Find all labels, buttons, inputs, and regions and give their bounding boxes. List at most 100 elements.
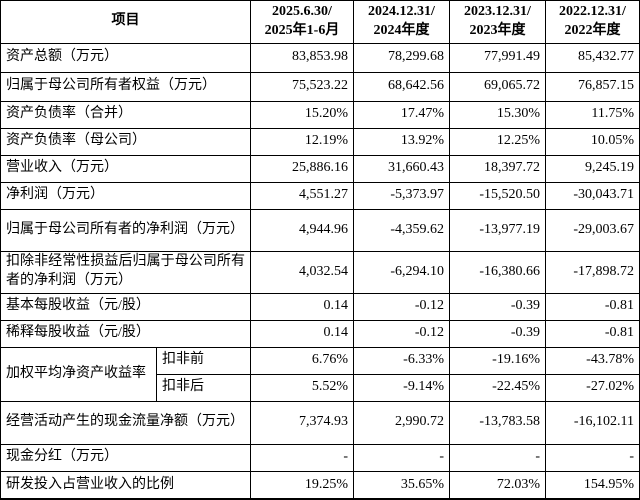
- period-3-line2: 2023年度: [469, 22, 526, 38]
- cell-value: 5.52%: [250, 373, 354, 402]
- cell-value: -9.14%: [353, 373, 450, 402]
- row-label: 资产负债率（母公司）: [0, 127, 251, 156]
- column-header-period-3: 2023.12.31/ 2023年度: [449, 0, 546, 44]
- table-row-operating-cash-flow: 经营活动产生的现金流量净额（万元） 7,374.93 2,990.72 -13,…: [0, 400, 640, 445]
- row-sublabel: 扣非前: [156, 346, 251, 375]
- cell-value: 15.30%: [449, 100, 546, 129]
- table-row-cash-dividend: 现金分红（万元） - - - -: [0, 443, 640, 472]
- row-label: 基本每股收益（元/股）: [0, 292, 251, 321]
- table-row-parent-equity: 归属于母公司所有者权益（万元） 75,523.22 68,642.56 69,0…: [0, 71, 640, 102]
- cell-value: 6.76%: [250, 346, 354, 375]
- row-label: 净利润（万元）: [0, 181, 251, 210]
- row-label: 研发投入占营业收入的比例: [0, 470, 251, 500]
- column-header-period-1: 2025.6.30/ 2025年1-6月: [250, 0, 354, 44]
- cell-value: -22.45%: [449, 373, 546, 402]
- table-row-revenue: 营业收入（万元） 25,886.16 31,660.43 18,397.72 9…: [0, 154, 640, 183]
- cell-value: -13,783.58: [449, 400, 546, 445]
- cell-value: 4,032.54: [250, 250, 354, 294]
- cell-value: 4,944.96: [250, 208, 354, 252]
- cell-value: 68,642.56: [353, 71, 450, 102]
- cell-value: 13.92%: [353, 127, 450, 156]
- period-3-line1: 2023.12.31/: [464, 4, 531, 19]
- cell-value: 25,886.16: [250, 154, 354, 183]
- cell-value: 31,660.43: [353, 154, 450, 183]
- column-header-period-4: 2022.12.31/ 2022年度: [545, 0, 640, 44]
- cell-value: -0.81: [545, 292, 640, 321]
- period-2-line1: 2024.12.31/: [368, 4, 435, 19]
- column-header-period-2: 2024.12.31/ 2024年度: [353, 0, 450, 44]
- cell-value: -: [250, 443, 354, 472]
- cell-value: 15.20%: [250, 100, 354, 129]
- cell-value: 154.95%: [545, 470, 640, 500]
- cell-value: -27.02%: [545, 373, 640, 402]
- table-row-rd-ratio: 研发投入占营业收入的比例 19.25% 35.65% 72.03% 154.95…: [0, 470, 640, 500]
- cell-value: 0.14: [250, 319, 354, 348]
- cell-value: 12.25%: [449, 127, 546, 156]
- period-4-line2: 2022年度: [564, 22, 621, 38]
- cell-value: 83,853.98: [250, 42, 354, 73]
- cell-value: 75,523.22: [250, 71, 354, 102]
- cell-value: 0.14: [250, 292, 354, 321]
- period-1-line2: 2025年1-6月: [264, 22, 340, 38]
- cell-value: -6.33%: [353, 346, 450, 375]
- row-label: 资产总额（万元）: [0, 42, 251, 73]
- cell-value: -13,977.19: [449, 208, 546, 252]
- header-row: 项目 2025.6.30/ 2025年1-6月 2024.12.31/ 2024…: [0, 0, 640, 44]
- table-row-net-profit-deducted: 扣除非经常性损益后归属于母公司所有者的净利润（万元） 4,032.54 -6,2…: [0, 250, 640, 294]
- cell-value: 2,990.72: [353, 400, 450, 445]
- period-1-line1: 2025.6.30/: [272, 4, 332, 19]
- cell-value: 85,432.77: [545, 42, 640, 73]
- cell-value: -16,380.66: [449, 250, 546, 294]
- cell-value: -15,520.50: [449, 181, 546, 210]
- cell-value: 10.05%: [545, 127, 640, 156]
- table-row-diluted-eps: 稀释每股收益（元/股） 0.14 -0.12 -0.39 -0.81: [0, 319, 640, 348]
- cell-value: -30,043.71: [545, 181, 640, 210]
- cell-value: 19.25%: [250, 470, 354, 500]
- row-label: 归属于母公司所有者的净利润（万元）: [0, 208, 251, 252]
- cell-value: -0.12: [353, 319, 450, 348]
- row-label: 资产负债率（合并）: [0, 100, 251, 129]
- row-label: 经营活动产生的现金流量净额（万元）: [0, 400, 251, 445]
- table-row-total-assets: 资产总额（万元） 83,853.98 78,299.68 77,991.49 8…: [0, 42, 640, 73]
- cell-value: 35.65%: [353, 470, 450, 500]
- cell-value: -16,102.11: [545, 400, 640, 445]
- cell-value: 76,857.15: [545, 71, 640, 102]
- cell-value: -19.16%: [449, 346, 546, 375]
- cell-value: -0.39: [449, 319, 546, 348]
- row-label-roe-group: 加权平均净资产收益率: [0, 346, 157, 402]
- cell-value: 78,299.68: [353, 42, 450, 73]
- cell-value: 7,374.93: [250, 400, 354, 445]
- cell-value: 11.75%: [545, 100, 640, 129]
- cell-value: 72.03%: [449, 470, 546, 500]
- row-sublabel: 扣非后: [156, 373, 251, 402]
- cell-value: -: [353, 443, 450, 472]
- table-row-roe-before-deduction: 加权平均净资产收益率 扣非前 6.76% -6.33% -19.16% -43.…: [0, 346, 640, 402]
- cell-value: 4,551.27: [250, 181, 354, 210]
- cell-value: -4,359.62: [353, 208, 450, 252]
- table-row-net-profit: 净利润（万元） 4,551.27 -5,373.97 -15,520.50 -3…: [0, 181, 640, 210]
- cell-value: 17.47%: [353, 100, 450, 129]
- cell-value: -17,898.72: [545, 250, 640, 294]
- row-label: 现金分红（万元）: [0, 443, 251, 472]
- cell-value: -0.12: [353, 292, 450, 321]
- cell-value: -: [545, 443, 640, 472]
- period-2-line2: 2024年度: [373, 22, 430, 38]
- cell-value: 69,065.72: [449, 71, 546, 102]
- table-row-basic-eps: 基本每股收益（元/股） 0.14 -0.12 -0.39 -0.81: [0, 292, 640, 321]
- cell-value: -43.78%: [545, 346, 640, 375]
- row-label: 营业收入（万元）: [0, 154, 251, 183]
- cell-value: -5,373.97: [353, 181, 450, 210]
- table-row-debt-ratio-parent: 资产负债率（母公司） 12.19% 13.92% 12.25% 10.05%: [0, 127, 640, 156]
- cell-value: 9,245.19: [545, 154, 640, 183]
- cell-value: -29,003.67: [545, 208, 640, 252]
- table-row-net-profit-parent: 归属于母公司所有者的净利润（万元） 4,944.96 -4,359.62 -13…: [0, 208, 640, 252]
- table-row-roe-after-deduction: 扣非后 5.52% -9.14% -22.45% -27.02%: [1, 373, 640, 402]
- cell-value: -0.81: [545, 319, 640, 348]
- cell-value: 77,991.49: [449, 42, 546, 73]
- column-header-item: 项目: [0, 0, 251, 44]
- period-4-line1: 2022.12.31/: [559, 4, 626, 19]
- cell-value: 18,397.72: [449, 154, 546, 183]
- row-label: 归属于母公司所有者权益（万元）: [0, 71, 251, 102]
